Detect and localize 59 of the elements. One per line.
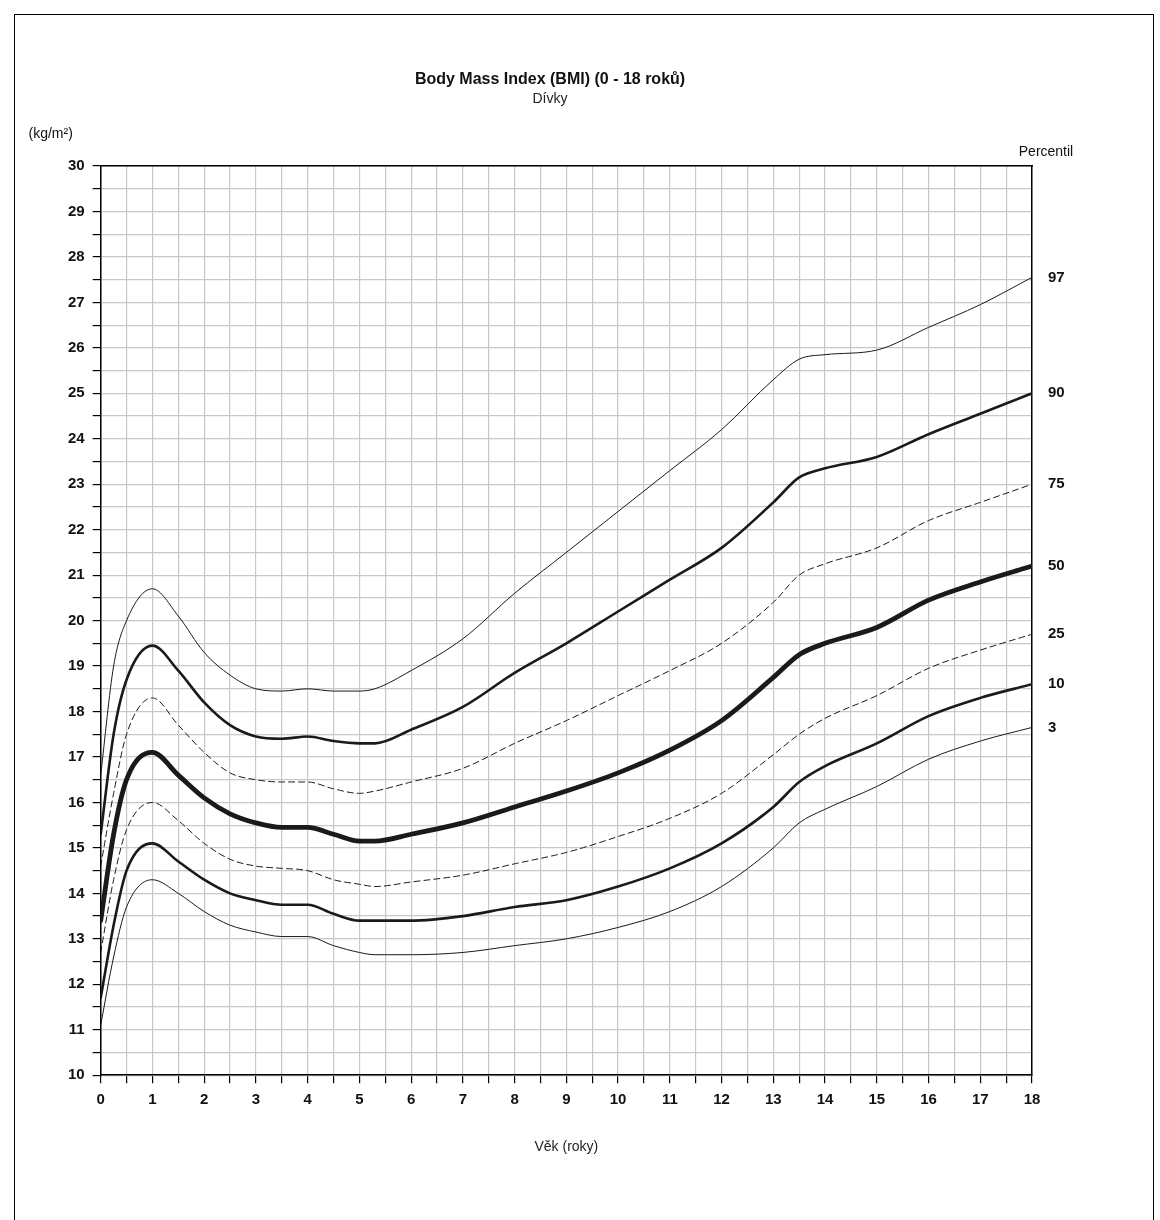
x-tick-label: 8: [510, 1090, 519, 1108]
series-label: 25: [1048, 624, 1065, 642]
y-tick-label: 27: [68, 292, 85, 310]
chart-title: Body Mass Index (BMI) (0 - 18 roků): [414, 70, 686, 88]
x-tick-label: 10: [609, 1090, 627, 1108]
x-tick-label: 0: [96, 1090, 105, 1108]
series-label: 90: [1048, 383, 1065, 401]
line-series: [100, 726, 1032, 1026]
line-series: [100, 633, 1032, 953]
x-tick-label: 4: [303, 1090, 313, 1108]
x-tick-label: 5: [355, 1090, 364, 1108]
series-label: 3: [1048, 717, 1057, 735]
line-series: [100, 392, 1032, 836]
y-tick-label: 20: [68, 610, 85, 628]
y-tick-label: 30: [68, 156, 85, 174]
y-axis-title: (kg/m²): [28, 124, 73, 141]
line-series: [100, 276, 1032, 776]
x-tick-label: 3: [251, 1090, 261, 1108]
y-tick-label: 25: [68, 383, 85, 401]
y-tick-label: 21: [68, 565, 85, 583]
x-tick-label: 11: [661, 1090, 678, 1108]
y-tick-label: 23: [68, 474, 85, 492]
y-tick-label: 14: [68, 883, 86, 901]
y-tick-label: 18: [68, 701, 85, 719]
legend-title: Percentil: [1018, 142, 1074, 159]
y-tick-label: 15: [68, 838, 85, 856]
y-tick-label: 22: [68, 519, 85, 537]
y-tick-label: 24: [68, 428, 86, 446]
y-tick-label: 17: [68, 747, 85, 765]
line-series: [100, 682, 1032, 1000]
y-tick-label: 12: [68, 974, 85, 992]
x-tick-label: 18: [1023, 1090, 1041, 1108]
x-tick-label: 1: [148, 1090, 157, 1108]
x-tick-label: 12: [713, 1090, 730, 1108]
y-tick-label: 13: [68, 928, 85, 946]
x-tick-label: 2: [199, 1090, 209, 1108]
x-tick-label: 6: [406, 1090, 416, 1108]
x-tick-label: 14: [816, 1090, 835, 1108]
y-tick-label: 11: [68, 1019, 85, 1037]
y-tick-label: 16: [68, 792, 85, 810]
line-series: [100, 483, 1032, 867]
y-tick-label: 19: [68, 656, 85, 674]
y-tick-label: 26: [68, 337, 85, 355]
series-label: 97: [1048, 267, 1065, 285]
line-series: [100, 563, 1032, 924]
x-tick-label: 13: [764, 1090, 782, 1108]
series-label: 75: [1048, 474, 1065, 492]
series-label: 50: [1048, 556, 1065, 574]
y-tick-label: 10: [68, 1065, 85, 1083]
x-tick-label: 17: [971, 1090, 989, 1108]
x-axis-title: Věk (roky): [534, 1138, 599, 1155]
y-tick-label: 29: [68, 201, 85, 219]
series-label: 10: [1048, 674, 1065, 692]
x-tick-label: 15: [868, 1090, 886, 1108]
x-tick-label: 7: [458, 1090, 468, 1108]
x-tick-label: 9: [562, 1090, 571, 1108]
chart-subtitle: Dívky: [532, 90, 568, 107]
y-tick-label: 28: [68, 247, 85, 265]
x-tick-label: 16: [920, 1090, 937, 1108]
